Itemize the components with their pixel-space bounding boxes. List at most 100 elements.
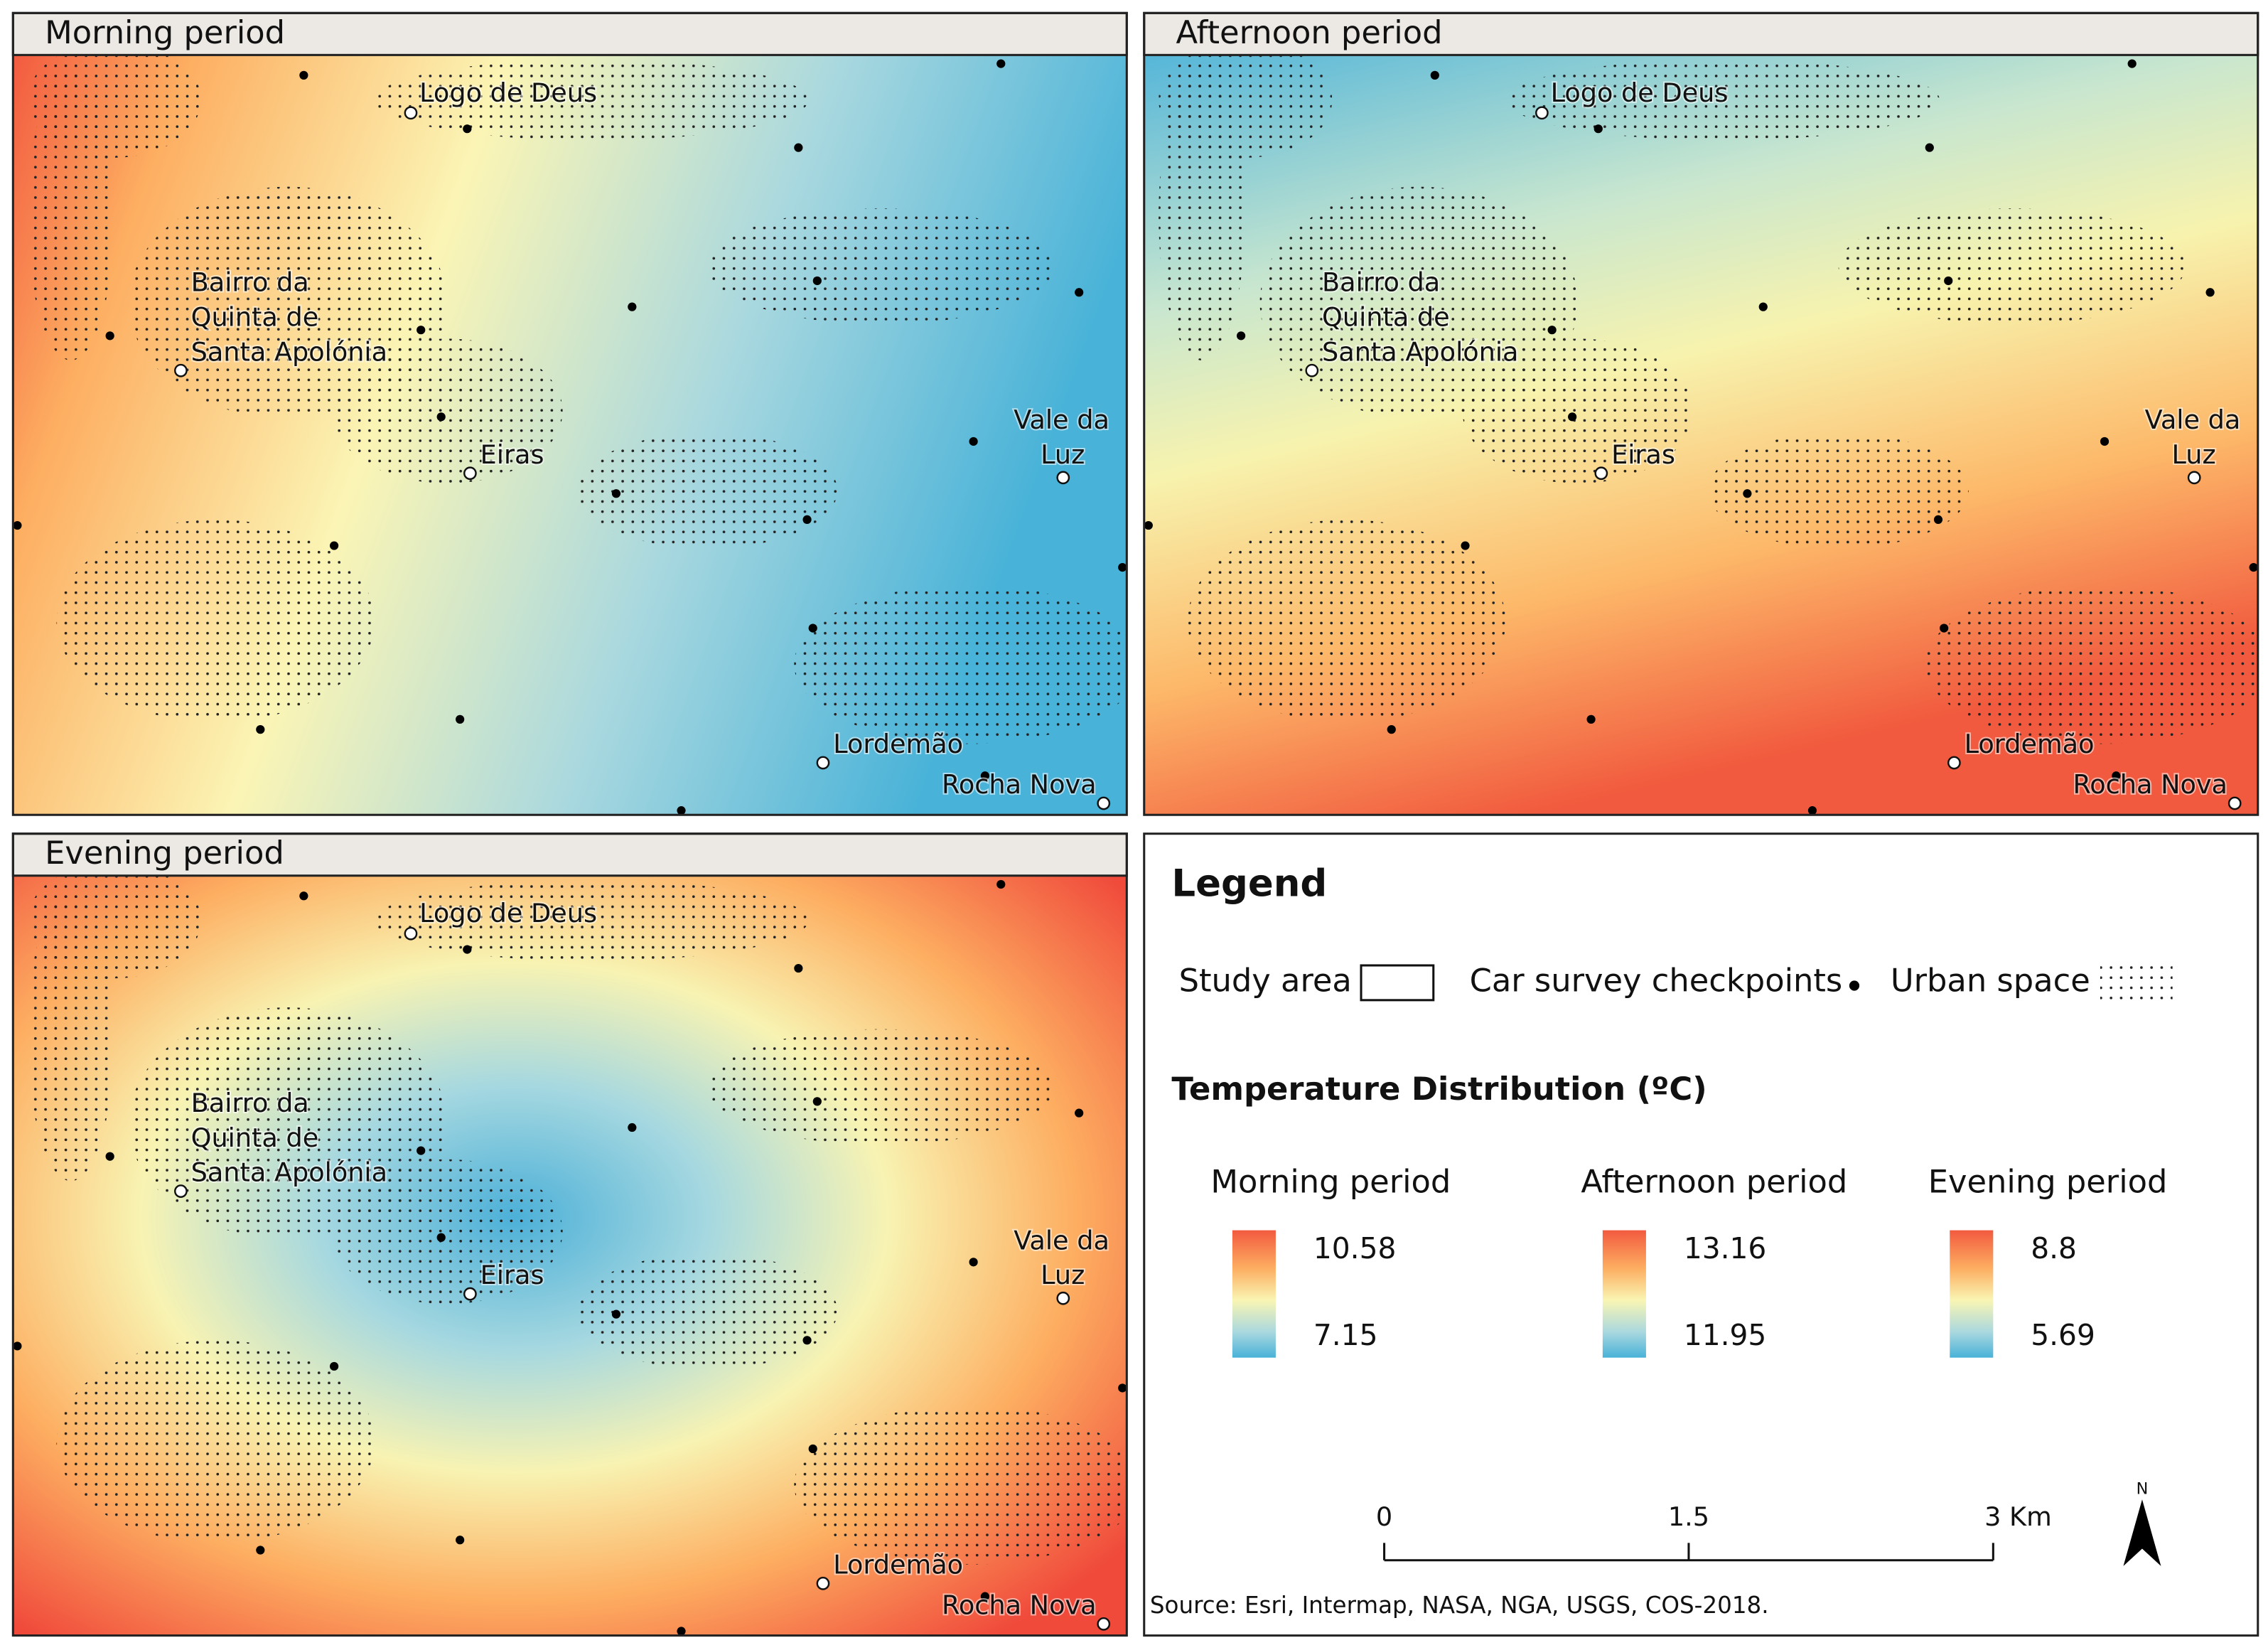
ramp-name: Evening period <box>1928 1162 2168 1200</box>
urban-space <box>1838 208 2186 325</box>
checkpoint <box>463 124 472 134</box>
place-label: Quinta de <box>191 1123 319 1153</box>
panel-title: Evening period <box>45 834 284 872</box>
checkpoint <box>1144 520 1153 530</box>
place-label: Bairro da <box>191 267 309 298</box>
checkpoint <box>808 1444 817 1454</box>
place-marker <box>174 1184 188 1198</box>
ramp-max: 8.8 <box>2031 1231 2077 1265</box>
place-label: Luz <box>1041 439 1085 470</box>
checkpoint <box>802 515 812 525</box>
checkpoint <box>329 541 339 550</box>
place-label: Eiras <box>480 439 544 470</box>
place-label: Luz <box>1041 1260 1085 1290</box>
ramp-max: 13.16 <box>1684 1231 1767 1265</box>
checkpoint <box>802 1336 812 1345</box>
urban-space <box>794 1405 1127 1565</box>
panel-title-bar <box>11 832 1128 877</box>
checkpoint <box>299 70 308 80</box>
panel-title: Morning period <box>45 14 285 51</box>
place-marker <box>2227 796 2242 810</box>
checkpoint <box>628 302 637 311</box>
ramp-min: 11.95 <box>1684 1318 1767 1352</box>
place-marker <box>2187 471 2201 485</box>
urban-space <box>375 879 809 961</box>
checkpoint <box>1547 326 1557 335</box>
checkpoint <box>1743 489 1752 498</box>
checkpoint <box>969 1258 978 1267</box>
ramp-name: Morning period <box>1210 1162 1451 1200</box>
urban-space <box>1925 584 2258 744</box>
checkpoint <box>256 1545 265 1555</box>
checkpoint <box>1118 1383 1127 1393</box>
place-label: Vale da <box>2145 405 2241 435</box>
scale-label: 1.5 <box>1668 1501 1709 1532</box>
place-label: Vale da <box>1014 1225 1109 1255</box>
place-label: Santa Apolónia <box>191 336 387 367</box>
color-ramp <box>1950 1230 1994 1358</box>
panel-frame <box>1143 11 2259 816</box>
checkpoint <box>1075 1108 1084 1118</box>
urban-space <box>331 338 563 484</box>
place-marker <box>1594 466 1608 481</box>
checkpoint <box>436 412 446 422</box>
place-marker <box>816 756 830 770</box>
urban-space <box>56 1340 375 1543</box>
checkpoint <box>456 1536 465 1545</box>
urban-space <box>375 59 809 141</box>
place-label: Santa Apolónia <box>1322 336 1518 367</box>
checkpoint <box>996 879 1006 889</box>
checkpoint <box>1568 412 1577 422</box>
place-label: Lordemão <box>833 1549 963 1580</box>
checkpoint <box>13 520 22 530</box>
legend-item: Urban space <box>1891 961 2090 999</box>
place-label: Logo de Deus <box>1551 77 1729 108</box>
checkpoint <box>1075 288 1084 297</box>
north-label: N <box>2137 1480 2149 1499</box>
place-label: Lordemão <box>1965 729 2095 759</box>
checkpoint <box>105 1152 114 1161</box>
checkpoint <box>2249 562 2258 572</box>
checkpoint <box>980 1592 989 1601</box>
place-marker <box>1535 106 1549 120</box>
urban-space <box>707 208 1055 325</box>
checkpoint <box>329 1361 339 1371</box>
place-marker <box>463 1287 477 1301</box>
checkpoint <box>812 1097 822 1106</box>
urban-symbol <box>2100 965 2173 1003</box>
checkpoint <box>1430 70 1439 80</box>
checkpoint <box>2100 436 2110 446</box>
checkpoint <box>996 59 1006 68</box>
place-label: Vale da <box>1014 405 1109 435</box>
place-label: Bairro da <box>1322 267 1440 298</box>
panel-title: Afternoon period <box>1176 14 1443 51</box>
checkpoint <box>808 623 817 633</box>
checkpoint <box>611 489 621 498</box>
scale-label: 0 <box>1376 1501 1392 1532</box>
color-ramp <box>1602 1230 1646 1358</box>
checkpoint <box>2112 771 2121 781</box>
place-label: Luz <box>2172 439 2216 470</box>
checkpoint <box>1387 725 1396 734</box>
north-arrow <box>2123 1499 2161 1566</box>
legend-item: Study area <box>1179 961 1352 999</box>
place-label: Eiras <box>1611 439 1675 470</box>
urban-space <box>331 1159 563 1305</box>
ramp-min: 5.69 <box>2031 1318 2095 1352</box>
urban-space <box>576 1253 838 1370</box>
checkpoint <box>980 771 989 781</box>
urban-space <box>1462 338 1694 484</box>
place-marker <box>1947 756 1961 770</box>
checkpoint <box>969 436 978 446</box>
checkpoint <box>1118 562 1127 572</box>
place-label: Quinta de <box>1322 301 1450 332</box>
checkpoint <box>456 714 465 724</box>
place-label: Santa Apolónia <box>191 1157 387 1188</box>
place-label: Rocha Nova <box>942 769 1097 800</box>
urban-space <box>27 55 201 158</box>
checkpoint <box>1944 276 1953 286</box>
checkpoint <box>1933 515 1943 525</box>
